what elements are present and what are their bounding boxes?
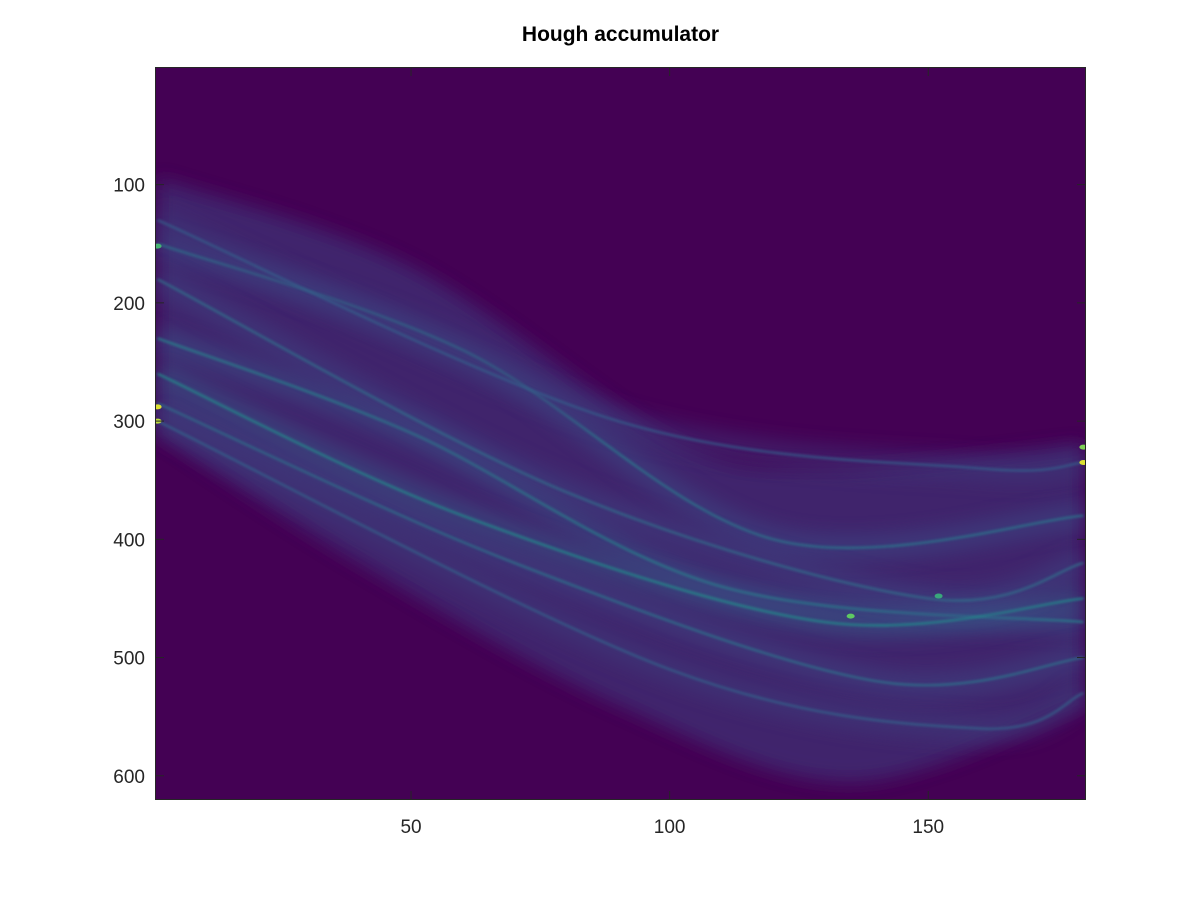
y-tick-label: 500 [113,649,145,670]
hough-curve-4 [157,278,1084,602]
y-tick-label: 600 [113,767,145,788]
heatmap-peaks [155,243,1086,619]
hough-peak-6 [934,593,943,599]
y-tick-label: 300 [113,412,145,433]
heatmap-curves [155,208,1086,742]
heatmap-image [155,67,1086,800]
y-tick-label: 400 [113,530,145,551]
hough-curve-5 [157,219,1084,472]
hough-peak-2 [155,243,162,249]
hough-peak-5 [846,613,855,619]
chart-title: Hough accumulator [522,23,719,46]
y-tick-label: 200 [113,294,145,315]
hough-peak-4 [1079,444,1086,450]
hough-peak-0 [155,404,162,410]
y-axis: 100 200 300 400 500 600 [113,176,1086,788]
axes-frame [155,67,1086,800]
hough-peak-3 [1079,459,1086,465]
x-tick-label: 150 [912,817,944,838]
hough-curve-3 [157,402,1084,687]
x-tick-label: 50 [400,817,421,838]
x-tick-label: 100 [654,817,686,838]
y-tick-label: 100 [113,176,145,197]
hough-curve-6 [157,420,1084,730]
x-axis: 50 100 150 [400,67,944,838]
hough-curve-2 [157,372,1084,627]
